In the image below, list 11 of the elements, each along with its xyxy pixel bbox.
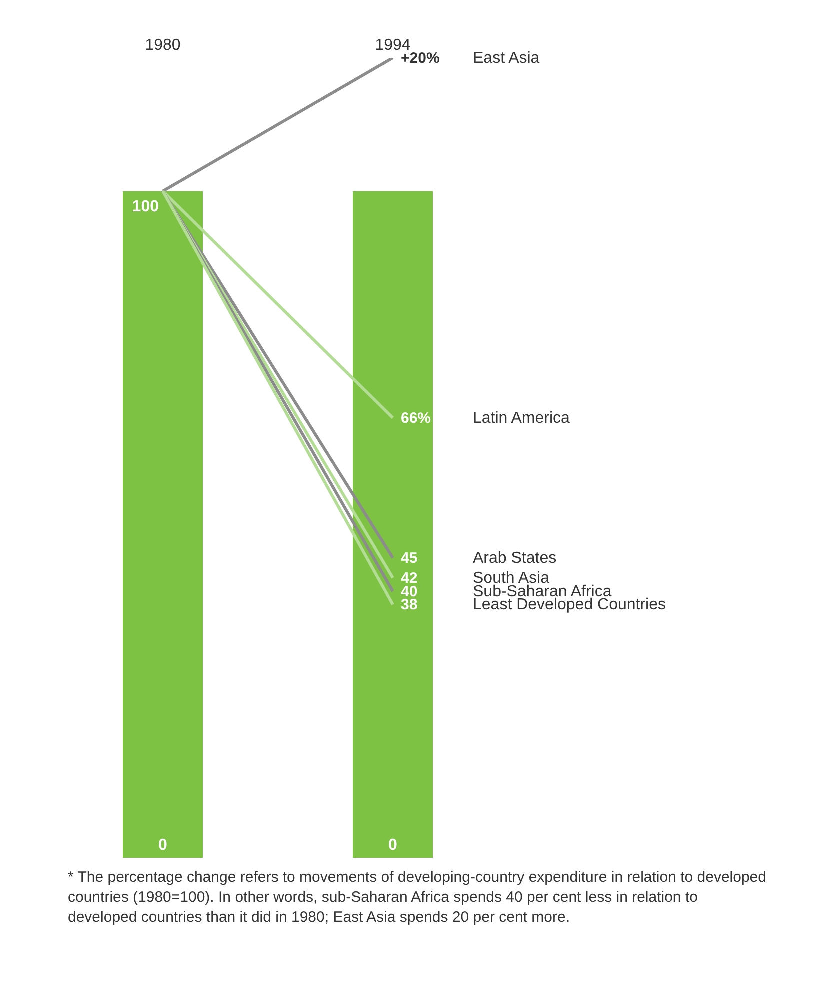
text: Latin America — [473, 410, 570, 427]
text: Least Developed Countries — [473, 596, 666, 614]
x-tick-label: 1980 — [145, 37, 181, 54]
data-label: 66% — [401, 410, 432, 427]
data-label: 100 — [132, 198, 160, 216]
annotation: 0 — [158, 837, 168, 854]
text: East Asia — [473, 50, 540, 67]
annotation: 0 — [388, 837, 398, 854]
text: Arab States — [473, 550, 557, 567]
data-label: 45 — [401, 550, 418, 567]
text: * The percentage change refers to movements of developing-country expenditure in relation to developed countries (1980=100). In other words, sub-Saharan Africa spends 40 per cent less in relation to developed countries than it did in 1980; East Asia spends 20 per cent more. — [68, 868, 768, 928]
